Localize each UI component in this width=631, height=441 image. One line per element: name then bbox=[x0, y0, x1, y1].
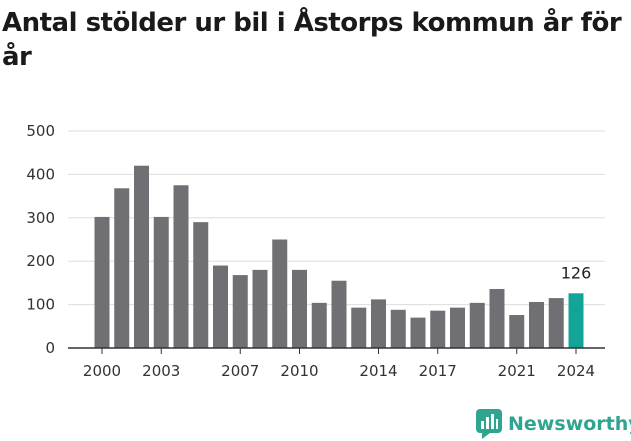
y-tick-label-0: 0 bbox=[45, 339, 55, 357]
bar-2018 bbox=[450, 307, 465, 348]
x-tick-label-2000: 2000 bbox=[83, 362, 121, 380]
newsworthy-logo-icon bbox=[476, 409, 502, 439]
bar-2020 bbox=[489, 288, 505, 348]
data-label-2024: 126 bbox=[561, 263, 592, 282]
x-tick-label-2007: 2007 bbox=[221, 362, 259, 380]
bar-2012 bbox=[331, 280, 347, 348]
y-tick-label-500: 500 bbox=[26, 122, 55, 140]
bar-2023 bbox=[548, 298, 564, 348]
y-axis-ticks: 0 100 200 300 400 500 bbox=[26, 122, 55, 357]
y-tick-label-100: 100 bbox=[26, 296, 55, 314]
bar-2006 bbox=[213, 265, 228, 348]
data-labels: 126 bbox=[561, 263, 592, 282]
bar-2013 bbox=[351, 307, 367, 348]
bar-2004 bbox=[173, 185, 189, 348]
bar-2009 bbox=[272, 239, 288, 348]
bar-2000 bbox=[94, 216, 110, 348]
x-tick-label-2003: 2003 bbox=[142, 362, 180, 380]
bar-2024 bbox=[568, 293, 584, 348]
x-tick-label-2021: 2021 bbox=[498, 362, 536, 380]
bar-2021 bbox=[509, 315, 525, 348]
y-tick-label-300: 300 bbox=[26, 209, 55, 227]
bars bbox=[94, 165, 584, 348]
x-axis-ticks: 2000 2003 2007 2010 2014 2017 2021 2024 bbox=[83, 348, 595, 380]
x-tick-label-2014: 2014 bbox=[359, 362, 397, 380]
bar-2003 bbox=[153, 216, 169, 348]
x-tick-label-2017: 2017 bbox=[419, 362, 457, 380]
bar-2022 bbox=[529, 301, 544, 348]
bar-2017 bbox=[430, 310, 446, 348]
y-tick-label-400: 400 bbox=[26, 165, 55, 183]
bar-2011 bbox=[311, 302, 327, 348]
y-tick-label-200: 200 bbox=[26, 252, 55, 270]
bar-2014 bbox=[371, 299, 386, 348]
bar-2001 bbox=[114, 188, 130, 348]
bar-2019 bbox=[469, 302, 485, 348]
bar-2002 bbox=[134, 165, 149, 348]
brand-name: Newsworthy bbox=[508, 413, 631, 435]
bar-2005 bbox=[193, 222, 209, 348]
bar-2015 bbox=[390, 309, 406, 348]
bar-2010 bbox=[292, 269, 307, 348]
chart-title: Antal stölder ur bil i Åstorps kommun år… bbox=[2, 8, 622, 72]
brand: Newsworthy bbox=[476, 407, 631, 441]
bar-2008 bbox=[252, 269, 268, 348]
bar-2016 bbox=[410, 317, 426, 348]
bar-2007 bbox=[232, 275, 248, 348]
x-tick-label-2024: 2024 bbox=[557, 362, 595, 380]
x-tick-label-2010: 2010 bbox=[280, 362, 318, 380]
